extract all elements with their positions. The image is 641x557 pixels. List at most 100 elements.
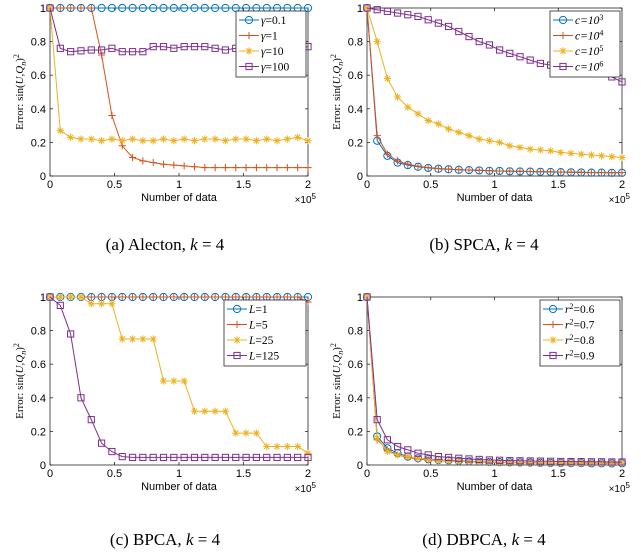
data-point [221, 46, 230, 54]
y-tick-label: 0 [357, 460, 363, 472]
series-red [363, 4, 626, 177]
data-point [577, 168, 585, 176]
data-point [128, 135, 137, 143]
data-point [190, 43, 199, 51]
data-point [283, 293, 291, 301]
data-point [587, 458, 595, 466]
legend-entry: γ=10 [261, 46, 284, 58]
legend-box [235, 10, 307, 78]
data-point [139, 335, 147, 343]
data-point [242, 135, 250, 143]
data-point [107, 3, 117, 13]
x-tick-label: 0 [364, 468, 370, 480]
legend-entry: L=125 [248, 351, 279, 363]
data-point [108, 44, 116, 52]
data-point [304, 164, 312, 172]
x-scale-note: ×105 [295, 192, 317, 206]
data-point [526, 459, 534, 467]
data-point [567, 459, 575, 467]
y-tick-label: 0.4 [31, 393, 46, 405]
y-axis-label: Error: sin(U,Qn)2 [12, 54, 28, 130]
data-point [221, 293, 230, 301]
y-tick-label: 0.2 [31, 426, 46, 438]
data-point [404, 446, 412, 454]
data-point [56, 127, 64, 135]
data-point [455, 166, 463, 174]
data-point [618, 78, 626, 86]
data-point [56, 44, 64, 52]
data-point [536, 59, 544, 68]
data-point [263, 453, 271, 462]
data-point [252, 293, 260, 301]
data-point [496, 458, 504, 466]
x-tick-label: 1 [176, 179, 182, 191]
data-point [506, 458, 514, 467]
data-point [567, 458, 575, 466]
y-axis-label: Error: sin(U,Qn)2 [12, 343, 28, 419]
data-point [108, 447, 116, 456]
data-point [455, 454, 463, 462]
data-point [273, 453, 281, 462]
data-point [128, 153, 137, 162]
data-point [149, 293, 157, 301]
x-tick-label: 1.5 [236, 179, 251, 191]
y-axis-label: Error: sin(U,Qn)2 [329, 54, 345, 130]
x-tick-label: 2 [305, 468, 311, 480]
data-point [139, 137, 147, 145]
data-point [516, 53, 524, 61]
data-point [108, 293, 116, 301]
y-tick-label: 0 [40, 460, 46, 472]
data-point [221, 407, 230, 415]
panel-caption: (d) DBPCA, k = 4 [422, 530, 546, 549]
data-point [201, 135, 209, 143]
legend-entry: c=105 [575, 44, 603, 58]
legend-entry: L=25 [248, 335, 274, 347]
data-point [547, 457, 555, 465]
y-tick-label: 1 [40, 292, 46, 304]
data-point [383, 447, 391, 456]
data-point [496, 167, 504, 175]
data-point [567, 168, 575, 176]
data-point [506, 49, 514, 57]
data-point [455, 128, 463, 136]
data-point [465, 132, 473, 140]
y-axis-label: Error: sin(U,Qn)2 [329, 343, 345, 419]
data-point [149, 137, 157, 145]
data-point [180, 377, 188, 385]
data-point [445, 125, 453, 133]
data-point [383, 74, 391, 83]
data-point [98, 300, 106, 308]
data-point [67, 133, 75, 141]
legend-entry: r2=0.9 [565, 349, 595, 363]
data-point [169, 3, 178, 13]
data-point [118, 293, 126, 301]
data-point [475, 135, 483, 143]
legend-box [223, 299, 307, 367]
data-point [67, 48, 75, 56]
legend-marker [245, 47, 253, 55]
data-point [221, 137, 230, 145]
data-point [201, 164, 209, 172]
data-point [159, 377, 168, 385]
data-point [211, 407, 219, 415]
data-point [170, 137, 178, 145]
legend-marker [233, 336, 241, 344]
data-point [547, 147, 555, 155]
data-point [618, 459, 626, 467]
legend-entry: γ=100 [261, 62, 290, 74]
data-point [77, 4, 85, 12]
data-point [263, 164, 271, 172]
x-scale-note: ×105 [609, 481, 631, 495]
data-point [87, 293, 95, 301]
y-tick-label: 0 [357, 171, 363, 183]
legend-entry: c=104 [575, 29, 603, 43]
series-purple [363, 293, 626, 466]
data-point [108, 135, 116, 143]
legend-marker [549, 320, 557, 329]
data-point [516, 167, 524, 175]
legend-marker [245, 62, 253, 71]
data-point [304, 453, 312, 462]
data-point [77, 135, 85, 143]
data-point [485, 456, 493, 464]
series-line [49, 296, 308, 458]
